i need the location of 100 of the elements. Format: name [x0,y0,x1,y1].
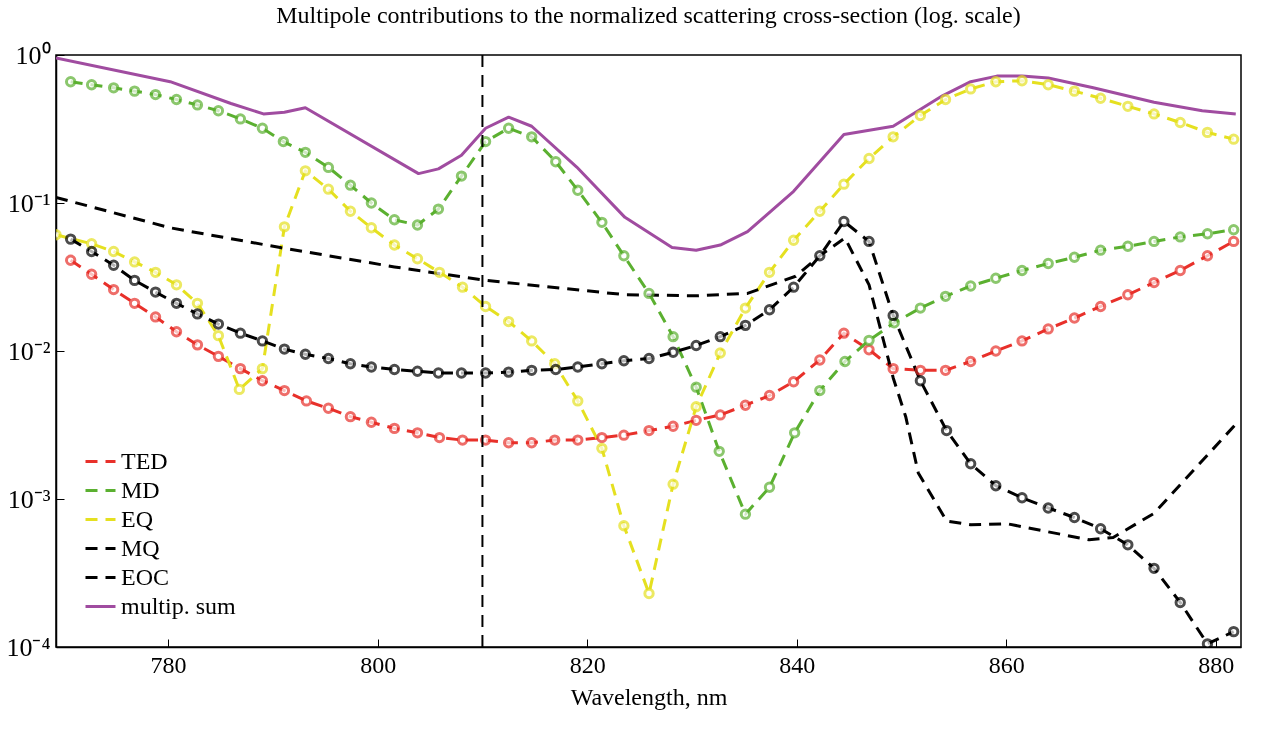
point [1068,85,1081,97]
x-tick-label: 800 [360,651,397,678]
point [572,361,584,373]
x-tick-label: 840 [779,651,816,678]
point [550,363,562,376]
point [322,402,335,414]
point [667,346,679,358]
point [1016,75,1028,87]
point [763,389,776,402]
point [300,395,313,407]
point [596,216,608,229]
point [344,358,357,370]
point [965,280,977,292]
point [502,122,515,134]
point [787,234,800,246]
point [107,283,120,296]
point [525,335,538,347]
point [1042,323,1054,335]
legend-label: MQ [121,534,160,561]
point [344,410,357,423]
point [739,399,752,411]
point [455,170,468,182]
point [939,290,952,303]
point [365,197,378,209]
point [739,302,752,314]
point [128,274,141,287]
point [411,427,424,439]
point [863,334,875,347]
point [863,235,875,248]
point [667,330,679,343]
point [618,250,630,262]
point [763,266,776,279]
point [990,480,1002,492]
point [191,308,204,320]
point [1016,264,1028,277]
point [1201,126,1214,139]
point [322,161,335,174]
point [432,367,445,379]
point [256,335,269,347]
point [479,300,492,313]
chart-title: Multipole contributions to the normalized scattering cross-section (log. scale) [276,2,1021,28]
point [85,268,98,280]
point [234,362,247,375]
legend-label: TED [121,447,168,474]
point [1068,511,1081,524]
point [1227,224,1240,236]
point [814,205,826,217]
point [128,256,141,268]
point [990,345,1002,357]
point [388,214,401,226]
point [1068,312,1081,324]
point [502,437,515,449]
point [939,364,952,377]
point [1201,250,1214,262]
point [887,362,899,375]
point [212,318,225,330]
point [278,221,291,233]
point [787,376,800,388]
point [411,219,424,231]
point [1016,492,1028,504]
point [838,178,850,190]
point [278,343,291,355]
point [596,442,608,454]
point [596,358,608,370]
point [411,253,424,265]
point [256,375,269,387]
point [344,205,357,217]
point [618,520,630,532]
point [549,434,561,446]
point [149,311,162,323]
point [1201,228,1214,240]
point [643,424,655,437]
point [502,315,515,328]
y-tick-label: 10⁻¹ [7,188,51,218]
x-tick-label: 780 [150,651,187,678]
y-tick-label: 10⁻⁴ [6,632,51,662]
point [887,309,899,322]
point [1122,240,1134,252]
legend-label: EOC [121,563,169,590]
point [690,401,702,413]
point [388,363,401,376]
point [299,146,312,158]
point [1148,108,1160,120]
point [1148,276,1160,289]
point [1042,502,1054,514]
x-axis-title: Wavelength, nm [570,683,728,710]
point [1094,523,1107,535]
point [365,222,378,234]
point [914,364,927,377]
point [965,458,977,470]
point [1068,251,1081,263]
point [433,431,446,444]
point [502,366,515,378]
line-series [56,56,1238,252]
point [365,361,378,373]
point [525,364,538,377]
point [128,297,141,309]
point [739,508,752,520]
point [299,165,312,177]
point [85,79,98,91]
